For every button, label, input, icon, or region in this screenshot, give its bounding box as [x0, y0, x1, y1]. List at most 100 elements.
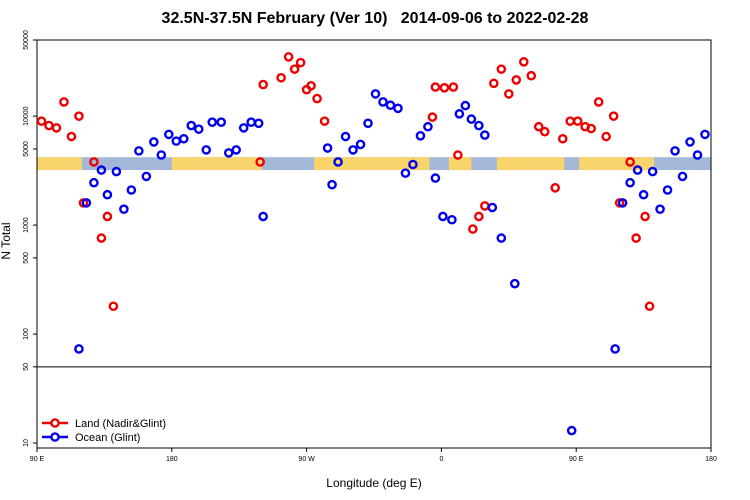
- land-point: [283, 52, 294, 62]
- land-point: [96, 233, 107, 243]
- land-point: [640, 211, 650, 222]
- ocean-point: [348, 145, 358, 155]
- ocean-point: [438, 211, 448, 222]
- ocean-point: [111, 166, 122, 177]
- land-point: [593, 97, 604, 107]
- land-point: [66, 131, 77, 142]
- ocean-point: [385, 100, 396, 111]
- ocean-point: [496, 233, 507, 243]
- land-point: [36, 116, 47, 126]
- ocean-point: [423, 121, 433, 132]
- x-tick-label: 0: [439, 456, 443, 463]
- y-tick-label: 1000: [23, 217, 30, 233]
- ocean-point: [81, 198, 92, 208]
- land-point: [439, 83, 450, 93]
- ocean-point: [447, 214, 457, 225]
- ocean-point: [700, 129, 710, 140]
- ocean-point: [662, 185, 673, 195]
- ocean-point: [171, 136, 182, 146]
- land-point: [312, 93, 322, 104]
- x-axis-label: Longitude (deg E): [326, 476, 422, 490]
- ocean-point: [231, 145, 242, 155]
- land-point: [258, 79, 268, 90]
- y-tick-label: 100: [23, 328, 30, 340]
- land-point: [319, 116, 330, 126]
- ocean-point: [685, 137, 695, 147]
- ocean-point: [474, 120, 484, 131]
- land-point: [89, 157, 99, 167]
- land-point: [74, 111, 84, 121]
- ocean-point: [415, 131, 426, 141]
- chart-title: 32.5N-37.5N February (Ver 10) 2014-09-06…: [161, 10, 589, 27]
- ocean-point: [96, 165, 107, 175]
- legend-label: Land (Nadir&Glint): [75, 418, 166, 430]
- ocean-point: [340, 131, 351, 142]
- ocean-point: [258, 211, 268, 222]
- ocean-point: [647, 166, 658, 177]
- ocean-point: [454, 109, 465, 119]
- land-point: [539, 126, 550, 137]
- ocean-point: [370, 89, 381, 99]
- land-point: [289, 64, 300, 74]
- ocean-point: [460, 100, 471, 111]
- ocean-point: [677, 171, 688, 182]
- land-point: [59, 97, 69, 107]
- ocean-point: [201, 145, 212, 155]
- ocean-point: [246, 117, 256, 128]
- ocean-point: [322, 143, 333, 153]
- land-point: [565, 116, 576, 126]
- x-tick-label: 90 W: [298, 456, 315, 463]
- ocean-point: [74, 344, 84, 354]
- ocean-point: [141, 171, 152, 182]
- ocean-point: [186, 120, 197, 131]
- land-point: [474, 211, 484, 222]
- land-band-segment: [448, 157, 472, 171]
- x-tick-label: 180: [166, 456, 178, 463]
- land-point: [625, 157, 635, 167]
- ocean-point: [655, 204, 665, 214]
- ocean-point: [216, 117, 227, 128]
- ocean-point: [610, 344, 620, 354]
- y-tick-label: 10: [23, 439, 30, 447]
- ocean-point: [327, 179, 337, 190]
- land-point: [51, 123, 62, 133]
- ocean-point: [89, 177, 99, 188]
- ocean-point: [480, 130, 490, 140]
- ocean-point: [164, 129, 174, 140]
- ocean-point: [487, 202, 498, 213]
- ocean-point: [207, 117, 218, 128]
- ocean-point: [355, 139, 366, 150]
- legend-marker: [50, 418, 60, 428]
- land-band-segment: [496, 157, 565, 171]
- ocean-point: [178, 133, 189, 144]
- land-point: [503, 89, 514, 99]
- land-point: [557, 133, 568, 144]
- land-band-segment: [171, 157, 262, 171]
- y-tick-label: 10000: [23, 106, 30, 126]
- ocean-point: [692, 150, 703, 160]
- y-axis-label: N Total: [0, 222, 13, 260]
- ocean-point: [193, 124, 204, 134]
- land-point: [533, 121, 544, 132]
- land-point: [295, 57, 306, 68]
- ocean-point: [333, 157, 343, 167]
- land-point: [276, 72, 286, 83]
- land-point: [572, 116, 583, 126]
- ocean-point: [509, 278, 520, 289]
- ocean-point: [149, 137, 159, 147]
- land-point: [608, 111, 619, 121]
- land-band-segment: [37, 157, 82, 171]
- land-point: [44, 120, 54, 131]
- land-point: [427, 112, 438, 122]
- land-band-segment: [579, 157, 655, 171]
- land-point: [601, 131, 611, 142]
- land-point: [550, 183, 561, 193]
- x-tick-label: 180: [705, 456, 717, 463]
- plot-frame: [36, 39, 712, 449]
- legend-label: Ocean (Glint): [75, 432, 140, 444]
- y-tick-label: 50: [23, 363, 30, 371]
- ocean-point: [393, 103, 403, 114]
- land-point: [108, 301, 119, 312]
